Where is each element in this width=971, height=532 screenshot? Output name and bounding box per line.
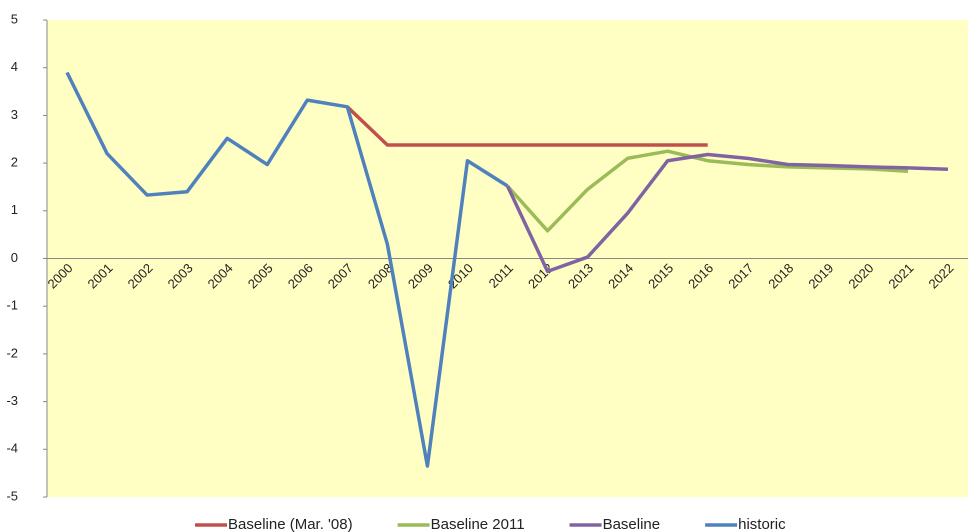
y-tick-label: -1 bbox=[6, 298, 18, 313]
series-line bbox=[65, 71, 509, 468]
y-tick-label: 0 bbox=[11, 250, 18, 265]
y-tick-label: 2 bbox=[11, 155, 18, 170]
y-tick-label: -4 bbox=[6, 441, 18, 456]
y-tick-label: 1 bbox=[11, 202, 18, 217]
legend-label: Baseline (Mar. '08) bbox=[228, 516, 353, 532]
series-line bbox=[505, 152, 949, 274]
series-line bbox=[346, 105, 708, 147]
y-tick-label: -3 bbox=[6, 393, 18, 408]
legend-label: historic bbox=[738, 516, 786, 532]
y-tick-label: -5 bbox=[6, 488, 18, 503]
y-tick-label: 3 bbox=[11, 107, 18, 122]
legend-label: Baseline 2011 bbox=[431, 516, 525, 532]
y-tick-label: -2 bbox=[6, 345, 18, 360]
y-tick-label: 4 bbox=[11, 59, 18, 74]
legend-label: Baseline bbox=[603, 516, 661, 532]
series-line bbox=[506, 149, 909, 233]
y-tick-label: 5 bbox=[11, 11, 18, 26]
